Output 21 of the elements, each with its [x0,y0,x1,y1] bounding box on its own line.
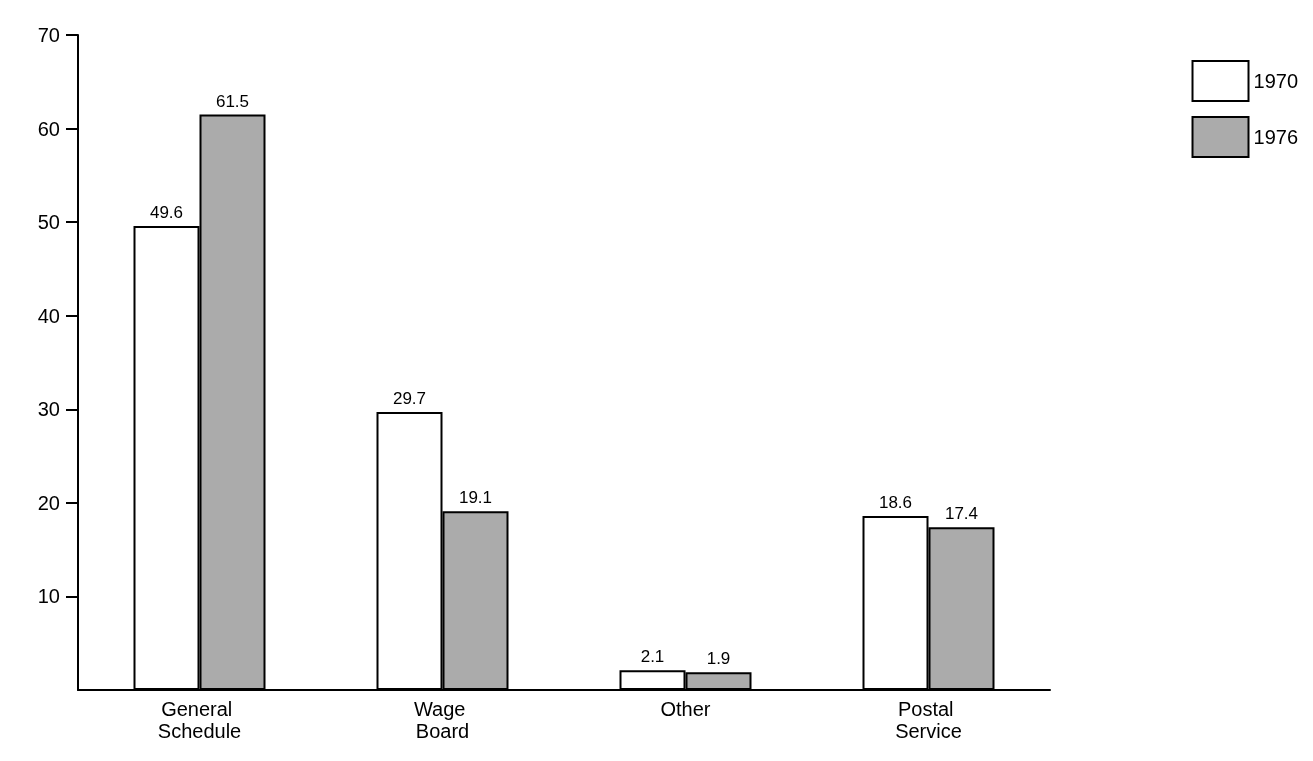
data-label: 29.7 [392,389,427,409]
legend-label: 1970 [1253,70,1299,92]
legend-label: 1976 [1253,126,1299,148]
data-label: 18.6 [878,492,913,512]
y-tick-label: 40 [37,304,60,327]
y-tick-label: 60 [37,117,60,140]
x-tick-label: Other [660,698,711,720]
y-tick-label: 20 [37,491,60,514]
data-label: 61.5 [215,91,250,111]
x-tick-label: Wage Board [413,698,472,742]
data-label: 19.1 [458,488,493,508]
data-label: 1.9 [706,649,731,669]
y-tick-label: 30 [37,398,60,421]
x-tick-label: General Schedule [157,698,242,742]
y-tick-label: 10 [37,585,60,608]
y-tick-label: 50 [37,211,60,234]
data-label: 2.1 [640,647,665,667]
data-label: 17.4 [944,504,979,524]
y-tick-label: 70 [37,24,60,46]
x-tick-label: Postal Service [895,698,962,742]
data-label: 49.6 [149,202,184,222]
